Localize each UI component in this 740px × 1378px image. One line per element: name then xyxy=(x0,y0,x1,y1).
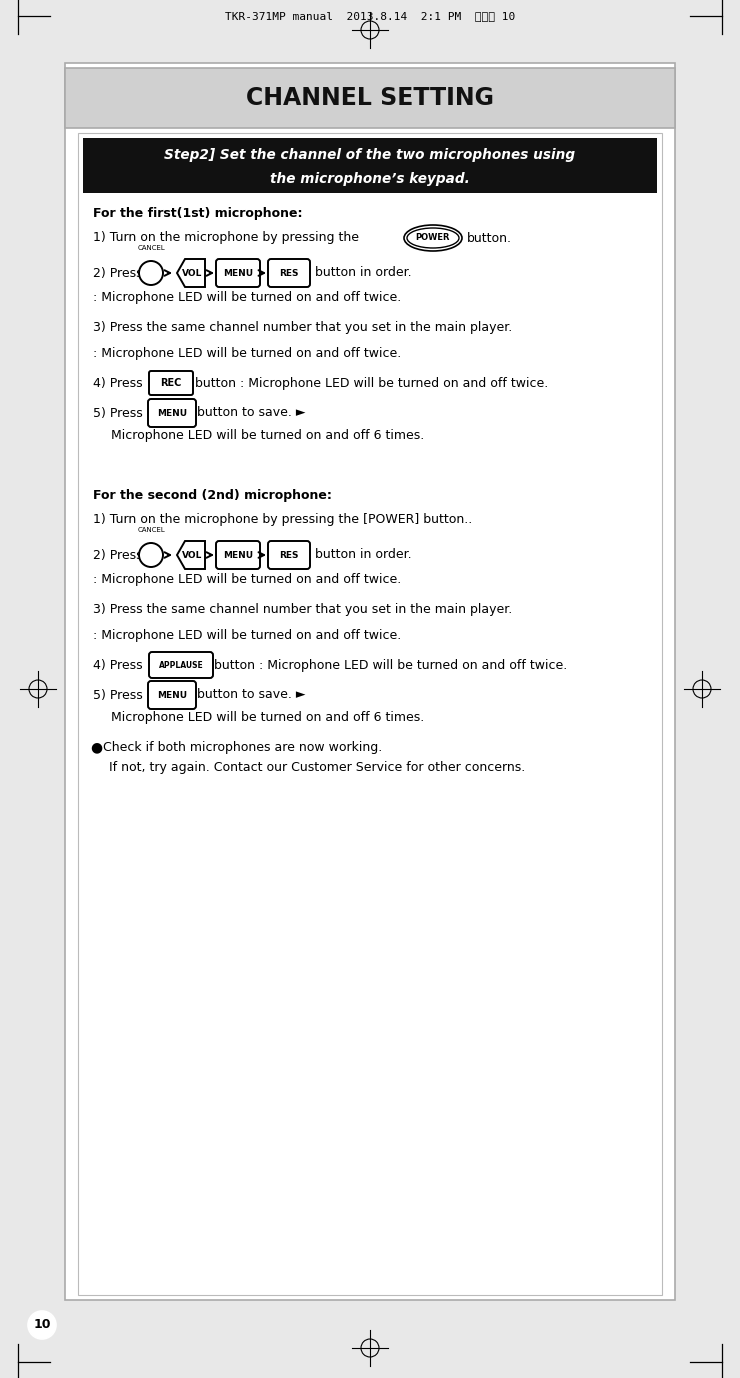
Circle shape xyxy=(28,1310,56,1339)
Text: 3) Press the same channel number that you set in the main player.: 3) Press the same channel number that yo… xyxy=(93,321,512,335)
FancyBboxPatch shape xyxy=(148,400,196,427)
Circle shape xyxy=(139,260,163,285)
FancyBboxPatch shape xyxy=(268,542,310,569)
Text: : Microphone LED will be turned on and off twice.: : Microphone LED will be turned on and o… xyxy=(93,292,401,305)
Text: APPLAUSE: APPLAUSE xyxy=(158,660,204,670)
Ellipse shape xyxy=(407,227,459,248)
Text: : Microphone LED will be turned on and off twice.: : Microphone LED will be turned on and o… xyxy=(93,573,401,587)
FancyBboxPatch shape xyxy=(78,134,662,1295)
Text: Step2] Set the channel of the two microphones using: Step2] Set the channel of the two microp… xyxy=(164,147,576,163)
Text: VOL: VOL xyxy=(182,550,202,559)
Text: CANCEL: CANCEL xyxy=(137,526,165,533)
Circle shape xyxy=(139,543,163,566)
Text: For the first(1st) microphone:: For the first(1st) microphone: xyxy=(93,207,303,219)
Text: 5) Press: 5) Press xyxy=(93,407,143,419)
Text: MENU: MENU xyxy=(223,550,253,559)
Text: For the second (2nd) microphone:: For the second (2nd) microphone: xyxy=(93,488,332,502)
Text: button to save. ►: button to save. ► xyxy=(197,689,306,701)
Text: 3) Press the same channel number that you set in the main player.: 3) Press the same channel number that yo… xyxy=(93,604,512,616)
Text: 1) Turn on the microphone by pressing the: 1) Turn on the microphone by pressing th… xyxy=(93,232,359,244)
Text: Microphone LED will be turned on and off 6 times.: Microphone LED will be turned on and off… xyxy=(111,711,424,723)
Text: MENU: MENU xyxy=(223,269,253,277)
Ellipse shape xyxy=(404,225,462,251)
Text: 2) Press: 2) Press xyxy=(93,548,143,561)
FancyBboxPatch shape xyxy=(149,371,193,395)
FancyBboxPatch shape xyxy=(216,542,260,569)
Text: button : Microphone LED will be turned on and off twice.: button : Microphone LED will be turned o… xyxy=(214,659,568,671)
Text: 2) Press: 2) Press xyxy=(93,266,143,280)
Text: : Microphone LED will be turned on and off twice.: : Microphone LED will be turned on and o… xyxy=(93,628,401,642)
Text: POWER: POWER xyxy=(416,233,450,243)
Text: MENU: MENU xyxy=(157,408,187,418)
Text: 5) Press: 5) Press xyxy=(93,689,143,701)
Text: button.: button. xyxy=(467,232,512,244)
Text: RES: RES xyxy=(279,550,299,559)
Text: CHANNEL SETTING: CHANNEL SETTING xyxy=(246,85,494,110)
Text: ●: ● xyxy=(90,740,102,754)
Text: CANCEL: CANCEL xyxy=(137,245,165,251)
Text: button to save. ►: button to save. ► xyxy=(197,407,306,419)
Text: VOL: VOL xyxy=(182,269,202,277)
FancyBboxPatch shape xyxy=(83,138,657,193)
Polygon shape xyxy=(177,542,205,569)
FancyBboxPatch shape xyxy=(65,68,675,128)
FancyBboxPatch shape xyxy=(268,259,310,287)
Text: 4) Press: 4) Press xyxy=(93,376,143,390)
Text: 4) Press: 4) Press xyxy=(93,659,143,671)
Polygon shape xyxy=(177,259,205,287)
FancyBboxPatch shape xyxy=(148,681,196,710)
Text: button in order.: button in order. xyxy=(315,548,411,561)
Text: 1) Turn on the microphone by pressing the [POWER] button..: 1) Turn on the microphone by pressing th… xyxy=(93,514,472,526)
Text: Microphone LED will be turned on and off 6 times.: Microphone LED will be turned on and off… xyxy=(111,429,424,441)
Text: 10: 10 xyxy=(33,1319,51,1331)
Text: Check if both microphones are now working.: Check if both microphones are now workin… xyxy=(103,740,383,754)
Text: the microphone’s keypad.: the microphone’s keypad. xyxy=(270,172,470,186)
Text: button in order.: button in order. xyxy=(315,266,411,280)
Text: : Microphone LED will be turned on and off twice.: : Microphone LED will be turned on and o… xyxy=(93,346,401,360)
FancyBboxPatch shape xyxy=(149,652,213,678)
Text: TKR-371MP manual  2013.8.14  2:1 PM  페이지 10: TKR-371MP manual 2013.8.14 2:1 PM 페이지 10 xyxy=(225,11,515,21)
FancyBboxPatch shape xyxy=(65,63,675,1299)
Text: button : Microphone LED will be turned on and off twice.: button : Microphone LED will be turned o… xyxy=(195,376,548,390)
Text: RES: RES xyxy=(279,269,299,277)
Text: If not, try again. Contact our Customer Service for other concerns.: If not, try again. Contact our Customer … xyxy=(109,761,525,773)
Text: REC: REC xyxy=(161,378,182,389)
FancyBboxPatch shape xyxy=(216,259,260,287)
Text: MENU: MENU xyxy=(157,690,187,700)
